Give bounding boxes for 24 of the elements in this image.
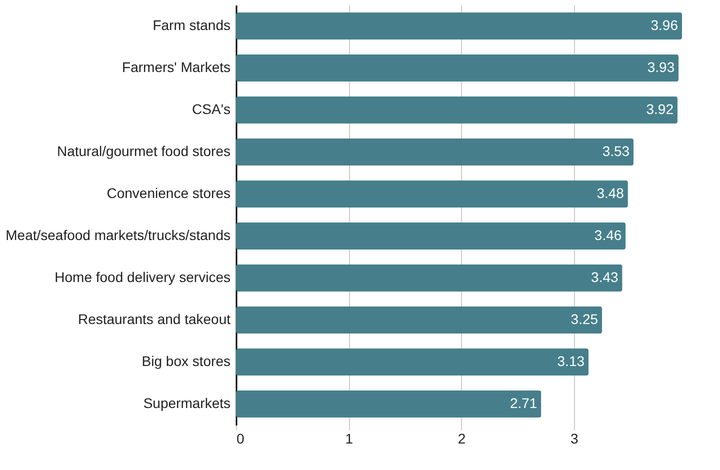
data-label: 3.53 <box>602 143 630 159</box>
y-tick-label: Convenience stores <box>106 185 230 201</box>
y-tick-label: Farm stands <box>152 17 230 33</box>
x-tick-label: 0 <box>236 430 244 446</box>
x-tick-label: 2 <box>458 430 466 446</box>
y-tick-label: Farmers' Markets <box>122 59 230 75</box>
data-label: 3.48 <box>596 185 624 201</box>
y-tick-label: CSA's <box>192 101 230 117</box>
y-tick-label: Restaurants and takeout <box>78 311 231 327</box>
data-label: 2.71 <box>510 395 538 411</box>
x-tick-label: 3 <box>570 430 578 446</box>
data-label: 3.13 <box>557 353 585 369</box>
y-tick-label: Home food delivery services <box>54 269 230 285</box>
data-label: 3.25 <box>570 311 598 327</box>
data-label: 3.43 <box>591 269 619 285</box>
data-label: 3.46 <box>594 227 622 243</box>
y-tick-label: Meat/seafood markets/trucks/stands <box>6 227 230 243</box>
data-label: 3.96 <box>650 17 678 33</box>
y-tick-label: Natural/gourmet food stores <box>56 143 230 159</box>
data-label: 3.92 <box>646 101 674 117</box>
x-tick-label: 1 <box>345 430 354 446</box>
y-tick-label: Supermarkets <box>143 395 230 411</box>
y-tick-label: Big box stores <box>142 353 230 369</box>
data-label: 3.93 <box>647 59 675 75</box>
